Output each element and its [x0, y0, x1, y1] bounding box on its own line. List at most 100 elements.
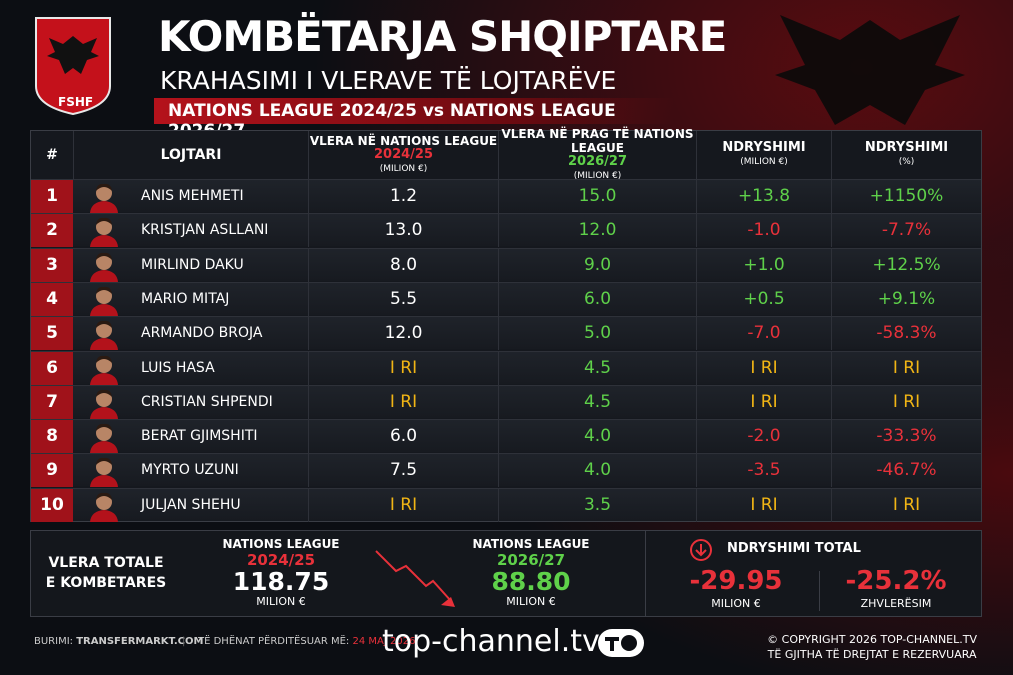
header-season: 2024/25	[373, 147, 434, 162]
table-row: 2 KRISTJAN ASLLANI 13.0 12.0 -1.0 -7.7%	[31, 213, 981, 248]
value-cell: 6.0	[498, 282, 696, 316]
header-line: NDRYSHIMI	[864, 140, 949, 155]
table-row: 9 MYRTO UZUNI 7.5 4.0 -3.5 -46.7%	[31, 453, 981, 488]
column-header: NDRYSHIMI (MILION €)	[696, 131, 831, 179]
value-cell: 5.0	[498, 317, 696, 351]
summary-label: VLERA TOTALE E KOMBETARES	[41, 553, 171, 593]
player-name: MARIO MITAJ	[73, 283, 308, 316]
value-cell: +1150%	[831, 180, 981, 213]
table-row: 6 LUIS HASA I RI 4.5 I RI I RI	[31, 350, 981, 385]
player-name: BERAT GJIMSHITI	[73, 420, 308, 454]
header-line: NDRYSHIMI	[722, 140, 806, 155]
value-cell: -58.3%	[831, 317, 981, 351]
total-percent: -25.2%	[845, 566, 947, 596]
value-cell: +9.1%	[831, 282, 981, 316]
row-number: 10	[31, 488, 73, 522]
value-cell: I RI	[831, 385, 981, 419]
header-line: VLERA NË NATIONS LEAGUE	[309, 134, 498, 148]
column-header: NDRYSHIMI (%)	[831, 131, 981, 179]
player-photo	[90, 252, 118, 282]
table-row: 1 ANIS MEHMETI 1.2 15.0 +13.8 +1150%	[31, 179, 981, 213]
value-cell: 5.5	[308, 282, 498, 316]
column-header: LOJTARI	[73, 131, 308, 179]
table-row: 3 MIRLIND DAKU 8.0 9.0 +1.0 +12.5%	[31, 247, 981, 282]
value-cell: 3.5	[498, 488, 696, 522]
value-cell: I RI	[831, 488, 981, 522]
value-cell: I RI	[696, 385, 831, 419]
value-cell: +13.8	[696, 180, 831, 213]
table-row: 7 CRISTIAN SHPENDI I RI 4.5 I RI I RI	[31, 384, 981, 419]
value-cell: 12.0	[498, 214, 696, 248]
header-line: VLERA NË PRAG TË NATIONS LEAGUE	[501, 127, 694, 155]
updated-date: 24 MAJ 2026	[352, 636, 416, 647]
updated: TË DHËNAT PËRDITËSUAR MË: 24 MAJ 2026	[198, 636, 415, 647]
player-photo	[90, 492, 118, 522]
banner: NATIONS LEAGUE 2024/25 vs NATIONS LEAGUE…	[154, 98, 674, 141]
value-cell: +1.0	[696, 248, 831, 282]
value-cell: +0.5	[696, 282, 831, 316]
table: # LOJTARI VLERA NË NATIONS LEAGUE 2024/25 (M…	[30, 127, 982, 522]
divider	[819, 571, 820, 611]
table-row: 10 JULJAN SHEHU I RI 3.5 I RI I RI	[31, 487, 981, 522]
brand: top-channel.tv	[382, 624, 600, 659]
table-row: 5 ARMANDO BROJA 12.0 5.0 -7.0 -58.3%	[31, 316, 981, 351]
eagle-decoration	[775, 15, 965, 125]
player-photo	[90, 218, 118, 248]
subtitle: KRAHASIMI I VLERAVE TË LOJTARËVE	[160, 66, 617, 95]
header-line: #	[46, 147, 58, 163]
unit: MILION €	[256, 595, 306, 608]
source: BURIMI: TRANSFERMARKT.COM	[34, 636, 203, 647]
summary: VLERA TOTALE E KOMBETARES NATIONS LEAGUE…	[30, 530, 982, 617]
row-number: 1	[31, 180, 73, 213]
value-cell: 1.2	[308, 180, 498, 213]
brand-logo	[598, 629, 644, 657]
label: NATIONS LEAGUE	[222, 537, 340, 551]
sep: |	[182, 636, 186, 647]
player-photo	[90, 321, 118, 351]
value-cell: I RI	[308, 488, 498, 522]
season: 2024/25	[246, 551, 316, 569]
value-cell: 15.0	[498, 180, 696, 213]
before-block: NATIONS LEAGUE 2024/25 118.75 MILION €	[211, 537, 351, 608]
column-header: VLERA NË NATIONS LEAGUE 2024/25 (MILION €)	[308, 131, 498, 179]
copyright-line: © COPYRIGHT 2026 TOP-CHANNEL.TV	[767, 633, 977, 646]
header-unit: (%)	[898, 157, 915, 167]
value-cell: 8.0	[308, 248, 498, 282]
value-cell: -7.0	[696, 317, 831, 351]
copyright: © COPYRIGHT 2026 TOP-CHANNEL.TV TË GJITH…	[767, 632, 977, 662]
label: NATIONS LEAGUE	[472, 537, 590, 551]
value-cell: 4.0	[498, 454, 696, 488]
header-season: 2026/27	[567, 154, 628, 169]
value-cell: 13.0	[308, 214, 498, 248]
player-name: ANIS MEHMETI	[73, 180, 308, 213]
source-label: BURIMI:	[34, 636, 74, 647]
table-row: 8 BERAT GJIMSHITI 6.0 4.0 -2.0 -33.3%	[31, 419, 981, 454]
row-number: 8	[31, 420, 73, 454]
value-cell: 4.5	[498, 385, 696, 419]
value-cell: 7.5	[308, 454, 498, 488]
player-photo	[90, 458, 118, 488]
logo-text: FSHF	[58, 95, 94, 109]
player-photo	[90, 183, 118, 213]
header-unit: (MILION €)	[740, 157, 788, 167]
total-title: NDRYSHIMI TOTAL	[727, 541, 861, 556]
summary-label-line: E KOMBETARES	[45, 575, 167, 591]
player-photo	[90, 355, 118, 385]
value-cell: I RI	[308, 385, 498, 419]
value-cell: 6.0	[308, 420, 498, 454]
row-number: 7	[31, 385, 73, 419]
percent-label: ZHVLERËSIM	[860, 597, 932, 610]
player-name: ARMANDO BROJA	[73, 317, 308, 351]
column-header: VLERA NË PRAG TË NATIONS LEAGUE 2026/27 (M…	[498, 127, 696, 181]
total-unit: MILION €	[711, 597, 761, 610]
value-cell: 12.0	[308, 317, 498, 351]
header-line: LOJTARI	[160, 147, 222, 163]
player-photo	[90, 423, 118, 454]
row-number: 3	[31, 248, 73, 282]
value-cell: I RI	[308, 351, 498, 385]
value-cell: -7.7%	[831, 214, 981, 248]
row-number: 6	[31, 351, 73, 385]
player-name: MIRLIND DAKU	[73, 249, 308, 282]
